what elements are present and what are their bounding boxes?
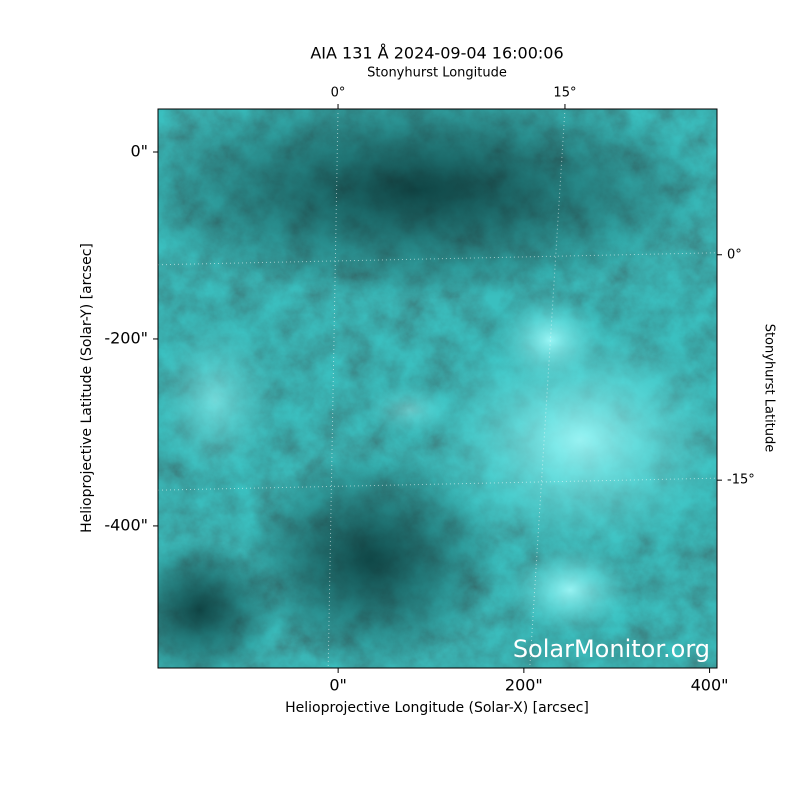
- plot-frame: [157, 108, 718, 669]
- x2-tick-label: 0°: [331, 86, 346, 101]
- y-axis-label: Helioprojective Latitude (Solar-Y) [arcs…: [79, 243, 95, 533]
- x-tick-label: 200": [505, 676, 543, 695]
- y-tick-label: -400": [104, 515, 148, 534]
- x-tick-label: 400": [691, 676, 729, 695]
- y-tick-label: -200": [104, 328, 148, 347]
- y2-tick-label: 0°: [727, 247, 742, 262]
- x2-axis-label: Stonyhurst Longitude: [367, 66, 507, 81]
- watermark: SolarMonitor.org: [513, 635, 710, 663]
- x2-tick-label: 15°: [553, 86, 576, 101]
- y-tick-label: 0": [130, 142, 148, 161]
- longitude-grid-line: [529, 108, 566, 669]
- y2-tick-label: -15°: [727, 473, 755, 488]
- y2-axis-label: Stonyhurst Latitude: [762, 324, 777, 453]
- chart-title: AIA 131 Å 2024-09-04 16:00:06: [310, 44, 563, 63]
- x-axis-label: Helioprojective Longitude (Solar-X) [arc…: [285, 700, 589, 716]
- x-tick-label: 0": [329, 676, 347, 695]
- solar-image: [158, 109, 717, 668]
